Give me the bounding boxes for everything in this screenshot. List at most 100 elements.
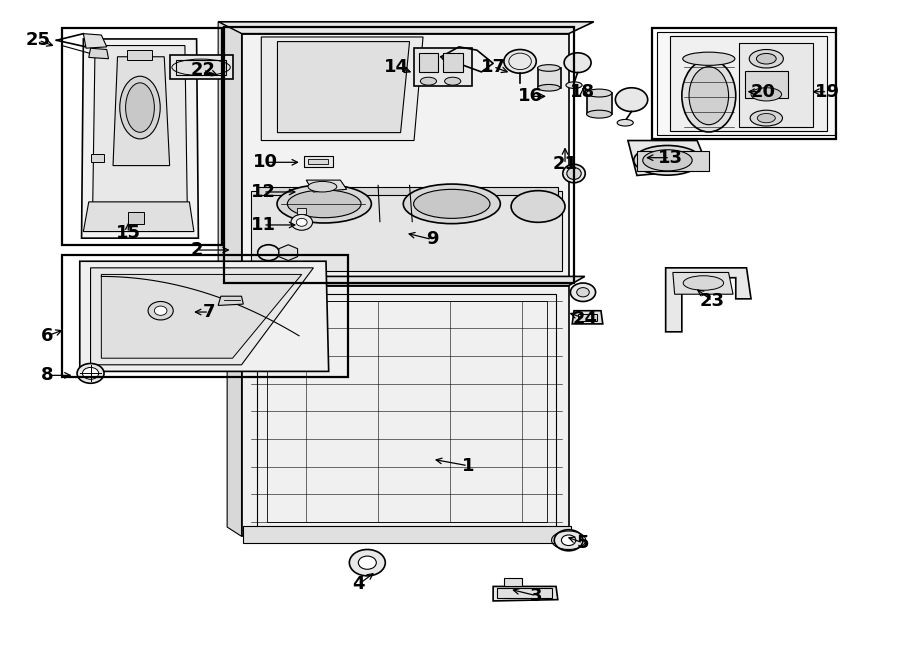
Polygon shape [113,57,169,166]
Circle shape [296,218,307,226]
Polygon shape [279,245,298,260]
Ellipse shape [750,110,782,126]
Circle shape [562,535,576,545]
Bar [587,93,612,114]
Ellipse shape [308,181,337,192]
Polygon shape [256,186,558,194]
Bar [127,50,152,60]
Bar [538,68,561,88]
Ellipse shape [634,145,701,175]
Circle shape [83,368,99,379]
Ellipse shape [749,50,783,68]
Ellipse shape [751,88,781,101]
Bar [169,56,232,79]
Bar [176,60,226,75]
Bar [243,526,572,543]
Text: 24: 24 [572,309,598,328]
Circle shape [257,245,279,260]
Bar [497,588,553,598]
Text: 3: 3 [530,587,543,605]
Polygon shape [306,180,346,192]
Text: 12: 12 [250,183,275,201]
Polygon shape [93,46,187,230]
Bar [414,48,472,87]
Ellipse shape [617,120,634,126]
Polygon shape [241,34,569,278]
Text: 20: 20 [751,83,775,100]
Circle shape [504,50,536,73]
Ellipse shape [567,168,581,179]
Text: 14: 14 [383,58,409,75]
Ellipse shape [562,165,585,182]
Circle shape [155,306,166,315]
Bar [223,27,574,283]
Text: 7: 7 [202,303,215,321]
Circle shape [148,301,173,320]
Circle shape [577,288,590,297]
Polygon shape [277,42,410,133]
Text: 22: 22 [191,61,215,79]
Ellipse shape [537,85,560,91]
Polygon shape [218,296,243,305]
Circle shape [564,53,591,73]
Text: 10: 10 [253,153,278,171]
Polygon shape [218,22,241,278]
Ellipse shape [287,190,361,217]
Ellipse shape [403,184,500,223]
Text: 9: 9 [426,231,438,249]
Polygon shape [80,261,328,371]
Circle shape [554,529,583,551]
Ellipse shape [566,82,582,89]
Ellipse shape [414,189,490,218]
Text: 16: 16 [518,87,544,105]
Polygon shape [91,154,104,163]
Polygon shape [91,268,313,365]
Text: 5: 5 [577,534,590,552]
Ellipse shape [277,184,372,223]
Text: 23: 23 [700,292,725,310]
Polygon shape [102,274,302,358]
Text: 8: 8 [41,366,54,384]
Bar [670,36,827,132]
Bar [62,28,221,245]
Text: 11: 11 [250,216,275,234]
Circle shape [77,364,104,383]
Bar [657,32,834,136]
Polygon shape [304,157,333,167]
Circle shape [616,88,648,112]
Polygon shape [84,34,107,48]
Text: 13: 13 [658,149,683,167]
Polygon shape [666,268,751,332]
Ellipse shape [126,83,155,132]
Ellipse shape [683,276,724,290]
Ellipse shape [689,67,729,125]
Polygon shape [89,48,109,59]
Bar [297,208,306,214]
Circle shape [349,549,385,576]
Polygon shape [572,311,603,324]
Text: 18: 18 [571,83,596,100]
Ellipse shape [587,89,612,97]
Text: 19: 19 [814,83,840,100]
Ellipse shape [120,76,160,139]
Ellipse shape [683,52,735,65]
Polygon shape [82,39,198,238]
Ellipse shape [537,65,560,71]
Bar [443,54,463,72]
Circle shape [571,283,596,301]
Bar [744,71,788,98]
Text: 6: 6 [41,327,54,345]
Text: 1: 1 [462,457,474,475]
Ellipse shape [587,110,612,118]
Bar [652,28,836,139]
Ellipse shape [420,77,436,85]
Polygon shape [504,578,522,586]
Polygon shape [261,37,423,141]
Bar [62,254,347,377]
Circle shape [291,214,312,230]
Ellipse shape [511,190,565,222]
Polygon shape [250,190,562,271]
Bar [578,314,598,321]
Ellipse shape [445,77,461,85]
Bar [129,212,145,223]
